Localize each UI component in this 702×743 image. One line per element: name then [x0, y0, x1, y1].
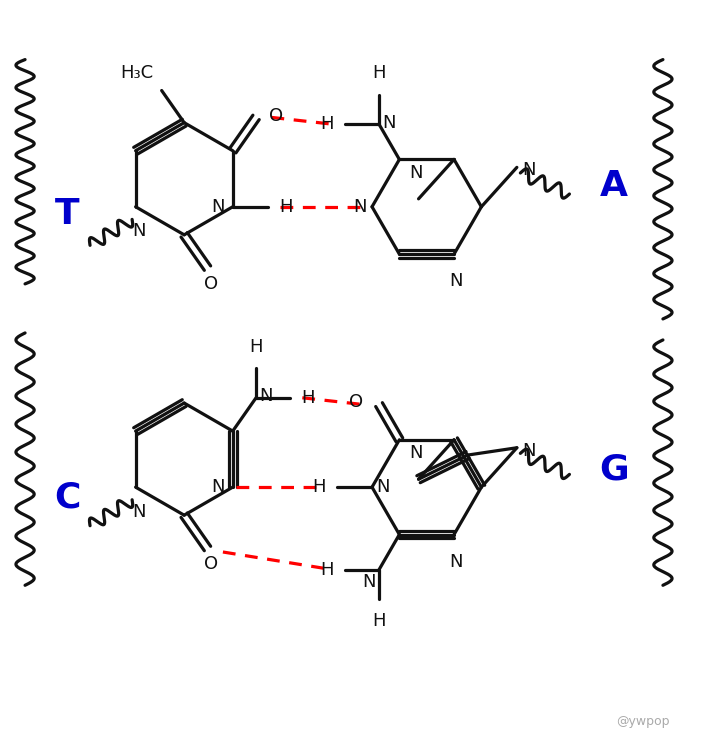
Text: H: H	[301, 389, 314, 406]
Text: N: N	[522, 441, 536, 460]
Text: N: N	[133, 502, 146, 521]
Text: H: H	[372, 64, 386, 82]
Text: N: N	[522, 161, 536, 179]
Text: N: N	[133, 222, 146, 240]
Text: N: N	[259, 387, 272, 406]
Text: H₃C: H₃C	[120, 64, 153, 82]
Text: N: N	[409, 164, 423, 182]
Text: N: N	[449, 553, 463, 571]
Text: O: O	[350, 394, 364, 412]
Text: N: N	[382, 114, 395, 132]
Text: H: H	[249, 338, 263, 356]
Text: N: N	[353, 198, 366, 215]
Text: @ywpop: @ywpop	[616, 715, 670, 727]
Text: N: N	[409, 444, 423, 462]
Text: N: N	[211, 198, 225, 215]
Text: N: N	[211, 478, 225, 496]
Text: G: G	[599, 452, 629, 487]
Text: H: H	[321, 115, 334, 133]
Text: N: N	[449, 273, 463, 291]
Text: T: T	[55, 197, 79, 231]
Text: H: H	[279, 198, 293, 215]
Text: N: N	[376, 478, 390, 496]
Text: A: A	[600, 169, 628, 203]
Text: O: O	[270, 107, 284, 125]
Text: N: N	[363, 573, 376, 591]
Text: H: H	[372, 611, 386, 630]
Text: H: H	[312, 478, 326, 496]
Text: O: O	[204, 275, 218, 293]
Text: C: C	[54, 481, 80, 515]
Text: O: O	[204, 555, 218, 573]
Text: H: H	[321, 561, 334, 579]
